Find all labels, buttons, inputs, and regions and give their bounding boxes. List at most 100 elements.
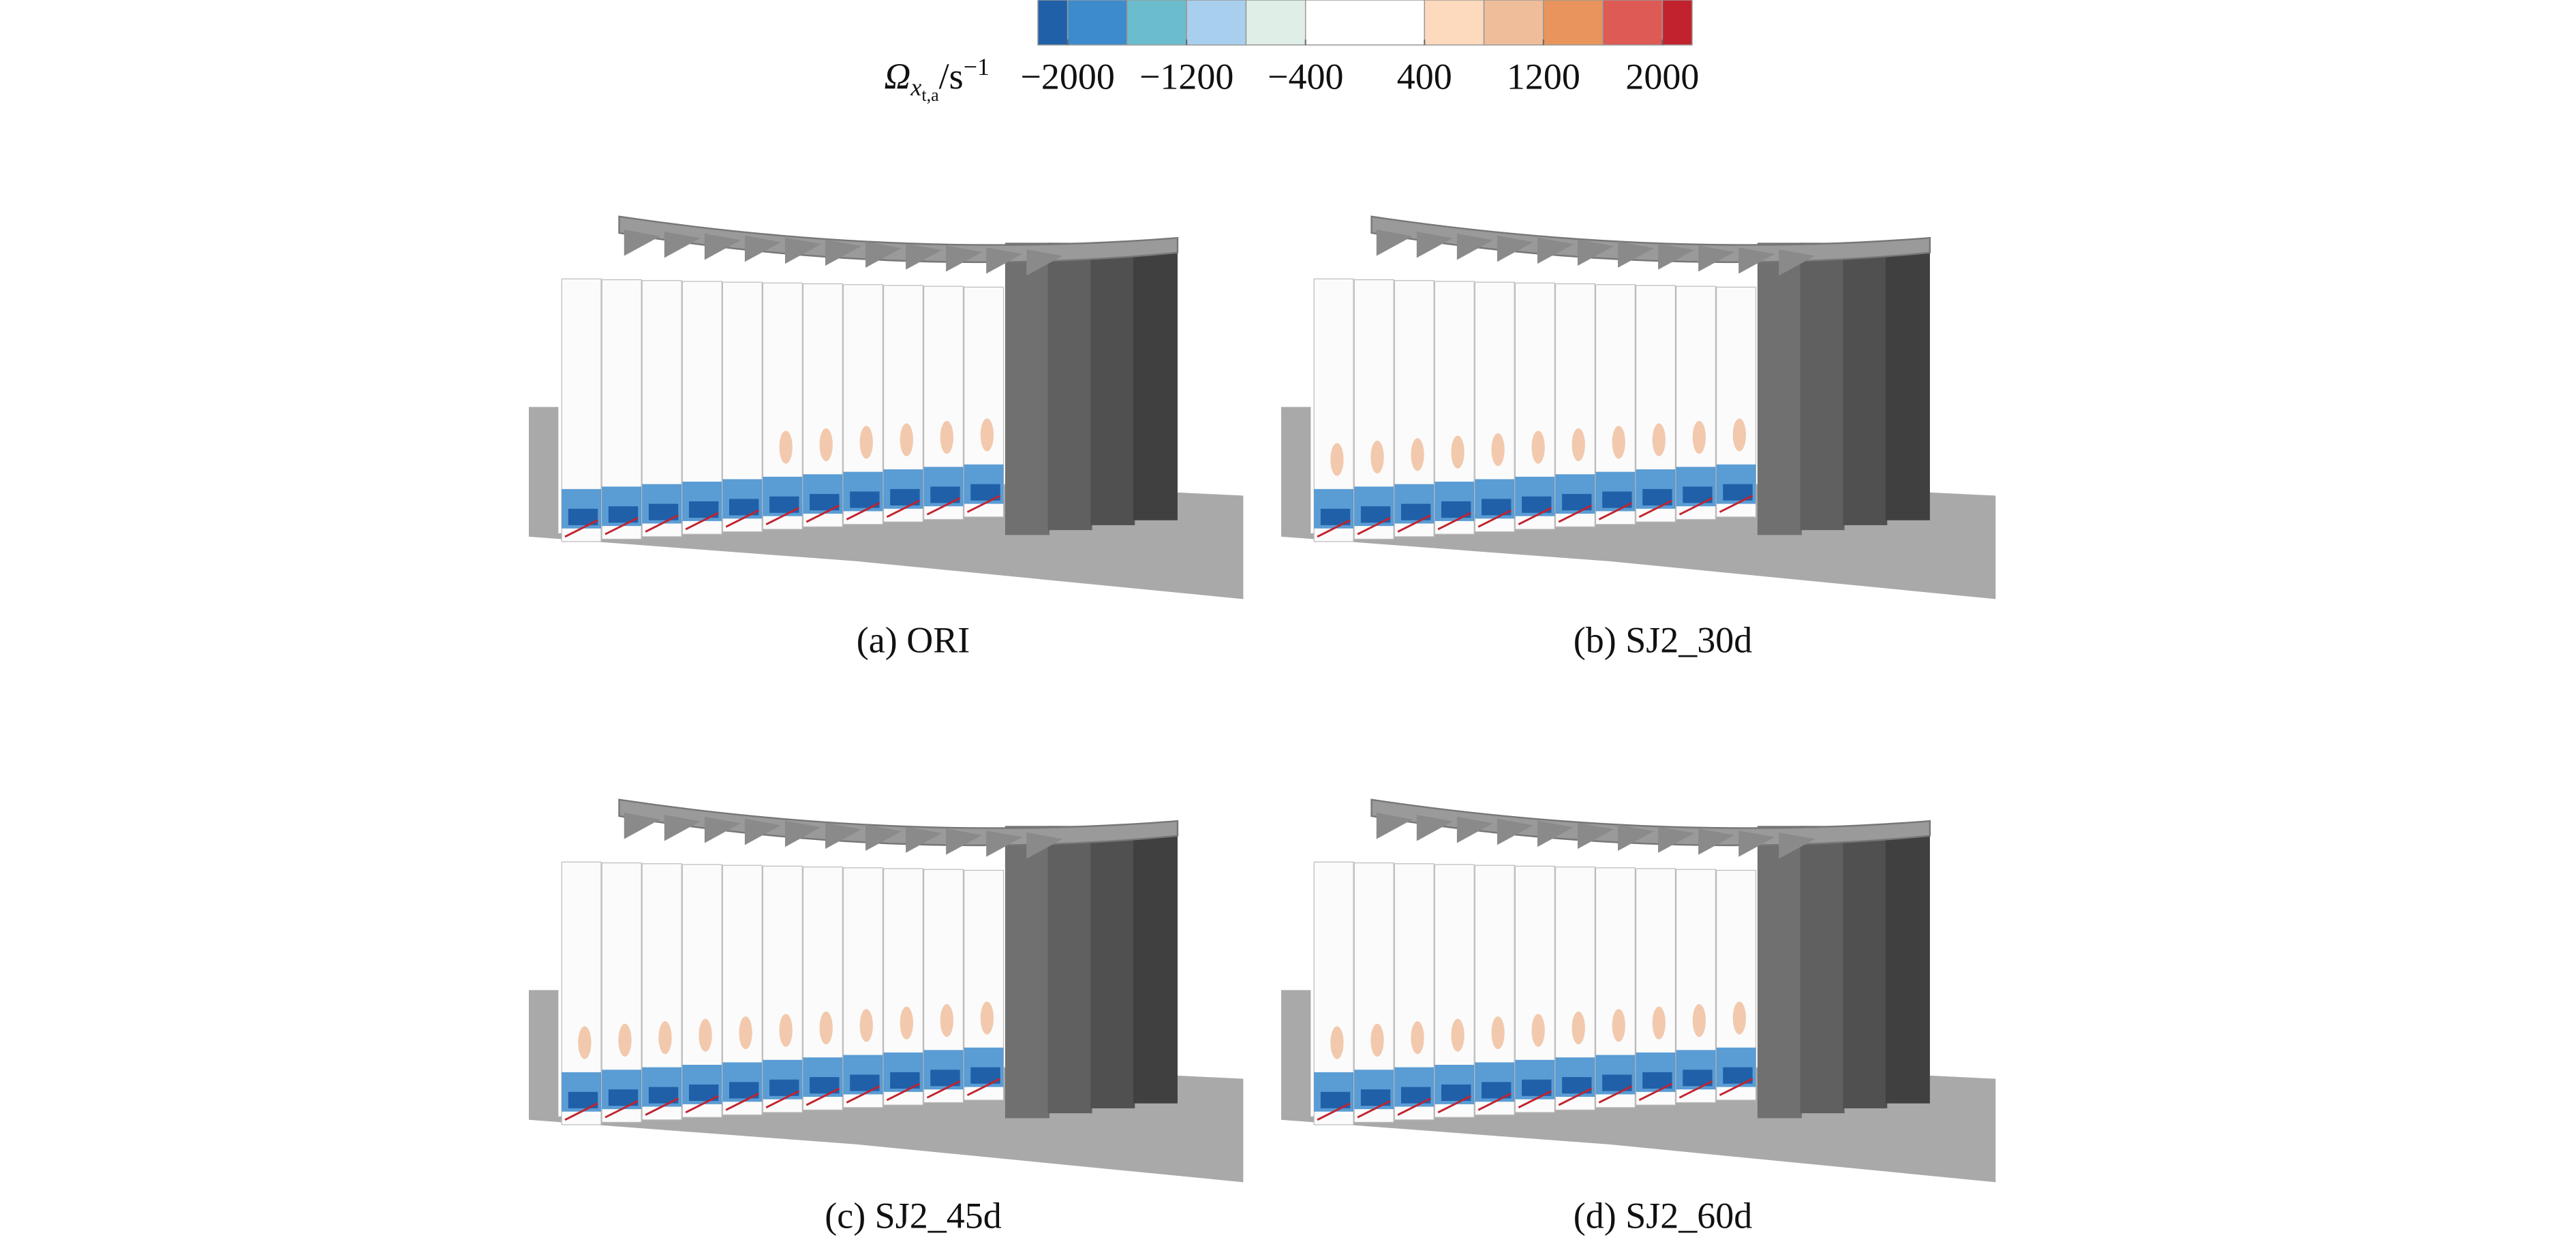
casing-wall (1757, 243, 1802, 535)
casing-wall (1800, 243, 1845, 531)
edge-accent (1598, 1085, 1633, 1104)
colorbar-segment (1126, 0, 1187, 46)
vortex-high (1732, 1001, 1747, 1035)
edge-accent (1477, 509, 1512, 528)
blade-top (1376, 813, 1413, 839)
vortex-high (1411, 438, 1424, 471)
colorbar-tick-label: −2000 (1020, 56, 1114, 97)
blade-top (1618, 824, 1655, 852)
edge-accent (725, 509, 760, 528)
vortex-high (1652, 1006, 1666, 1040)
blade-top (1618, 241, 1655, 268)
edge-accent (1357, 1100, 1391, 1119)
vortex-high (940, 1003, 953, 1038)
blade-top (865, 824, 902, 852)
vortex-high (1612, 1009, 1625, 1042)
panel-caption: (c) SJ2_45d (825, 1195, 1001, 1236)
colorbar-segment (1543, 0, 1604, 46)
vortex-high (940, 420, 953, 454)
blade-top (1578, 239, 1614, 266)
vortex-high (1571, 428, 1585, 461)
blade-top (1026, 832, 1063, 859)
panel-caption: (a) ORI (857, 619, 970, 660)
casing-wall (1047, 826, 1092, 1114)
casing-wall (1800, 826, 1845, 1114)
blade-top (1497, 235, 1533, 262)
casing-wall (1843, 243, 1888, 525)
panel-render (1281, 798, 1996, 1183)
vortex-high (859, 1009, 873, 1042)
blade-top (664, 231, 701, 258)
vortex-high (1732, 418, 1747, 452)
edge-accent (1638, 499, 1673, 518)
edge-accent (1719, 495, 1753, 513)
shroud (618, 798, 1179, 847)
edge-accent (685, 1095, 720, 1114)
edge-accent (725, 1092, 760, 1111)
blade-top (744, 235, 781, 262)
edge-accent (1437, 512, 1472, 531)
vortex-high (779, 1014, 793, 1047)
blade-top (784, 820, 821, 847)
vortex-high (1531, 1014, 1545, 1047)
blade-top (986, 830, 1023, 857)
vortex-high (980, 1001, 994, 1035)
panel-caption: (d) SJ2_60d (1574, 1195, 1753, 1236)
vortex-high (578, 1026, 592, 1059)
colorbar-segment (1304, 0, 1426, 46)
vortex-high (739, 1016, 752, 1050)
vortex-high (859, 426, 873, 459)
colorbar-segment (1483, 0, 1544, 46)
vortex-high (980, 418, 994, 452)
colorbar-tick-label: 400 (1397, 56, 1452, 97)
vortex-high (1370, 1023, 1384, 1057)
edge-accent (966, 1078, 1001, 1096)
edge-accent (806, 504, 840, 523)
blade-top (1578, 822, 1614, 850)
blade-top (946, 245, 983, 272)
panel-render (1281, 215, 1996, 599)
blade-top (624, 813, 660, 839)
shroud (1370, 798, 1931, 847)
panel-caption: (b) SJ2_30d (1574, 619, 1753, 660)
edge-accent (765, 507, 800, 525)
casing-wall (1757, 826, 1802, 1119)
casing-wall (1133, 826, 1178, 1104)
edge-accent (604, 516, 639, 535)
edge-accent (1317, 1102, 1351, 1121)
vortex-high (1451, 435, 1465, 469)
casing-wall (1005, 243, 1049, 535)
vortex-high (699, 1018, 712, 1052)
edge-accent (1678, 1080, 1713, 1099)
blade-top (1738, 247, 1775, 274)
vortex-high (1491, 433, 1505, 467)
blade-top (825, 822, 862, 850)
edge-accent (966, 495, 1001, 513)
vortex-high (900, 423, 913, 456)
blade-top (704, 233, 741, 260)
edge-accent (765, 1090, 800, 1108)
blade-top (624, 230, 660, 256)
edge-accent (564, 1102, 598, 1121)
shroud (1370, 215, 1931, 264)
edge-accent (604, 1100, 639, 1119)
vortex-high (1571, 1011, 1585, 1044)
blade-top (1779, 249, 1815, 276)
blade-top (1456, 816, 1493, 843)
edge-accent (886, 1083, 921, 1102)
colorbar-tick-label: −1200 (1139, 56, 1233, 97)
vortex-high (1491, 1016, 1505, 1050)
edge-accent (846, 1085, 880, 1104)
vortex-high (1692, 1003, 1706, 1038)
vortex-high (1330, 443, 1344, 476)
blade-top (664, 814, 701, 841)
edge-accent (806, 1087, 840, 1106)
casing-wall (1133, 243, 1178, 520)
colorbar-label: Ωxt,a/s−1 (884, 53, 990, 105)
blade-top (1698, 245, 1735, 272)
colorbar-tick-label: 2000 (1625, 56, 1699, 97)
casing-wall (1005, 826, 1049, 1119)
colorbar-segment (1186, 0, 1247, 46)
casing-wall (1090, 243, 1135, 525)
